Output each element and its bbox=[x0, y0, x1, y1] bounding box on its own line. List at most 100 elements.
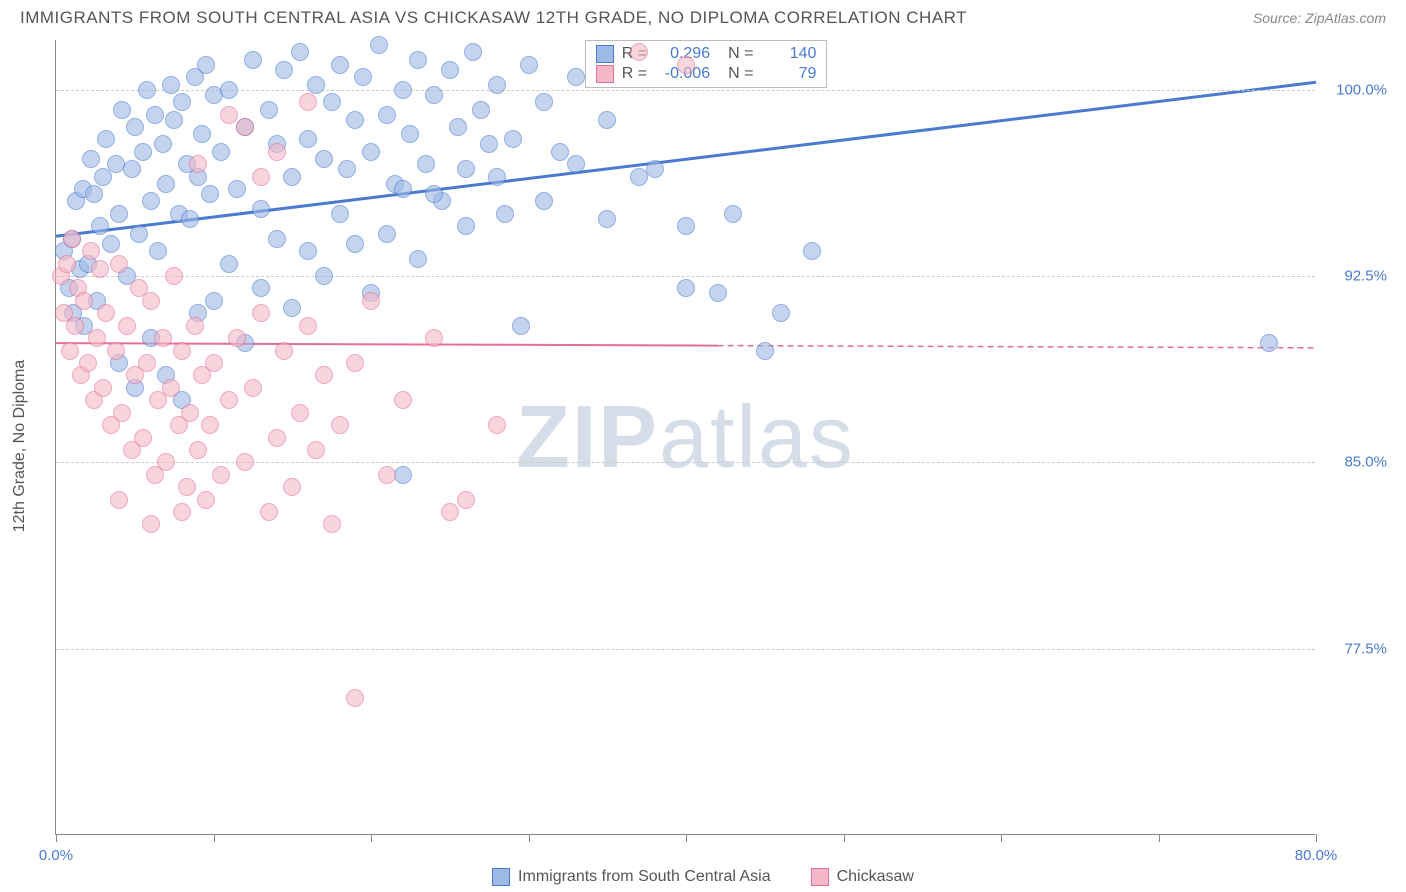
scatter-point bbox=[449, 118, 467, 136]
scatter-point bbox=[520, 56, 538, 74]
xtick bbox=[1316, 834, 1317, 842]
scatter-point bbox=[441, 61, 459, 79]
scatter-point bbox=[173, 93, 191, 111]
xtick-label: 80.0% bbox=[1295, 847, 1338, 864]
scatter-point bbox=[220, 391, 238, 409]
scatter-point bbox=[299, 242, 317, 260]
scatter-point bbox=[362, 292, 380, 310]
xtick bbox=[686, 834, 687, 842]
scatter-point bbox=[283, 478, 301, 496]
stat-n-label: N = bbox=[728, 65, 753, 83]
stat-n-label: N = bbox=[728, 45, 753, 63]
scatter-point bbox=[323, 93, 341, 111]
scatter-point bbox=[275, 342, 293, 360]
scatter-point bbox=[189, 441, 207, 459]
scatter-point bbox=[409, 51, 427, 69]
gridline bbox=[56, 649, 1315, 650]
scatter-point bbox=[307, 76, 325, 94]
stats-swatch bbox=[596, 65, 614, 83]
scatter-point bbox=[323, 515, 341, 533]
scatter-point bbox=[457, 160, 475, 178]
scatter-point bbox=[268, 143, 286, 161]
scatter-point bbox=[598, 210, 616, 228]
scatter-point bbox=[709, 284, 727, 302]
scatter-point bbox=[181, 404, 199, 422]
scatter-point bbox=[154, 329, 172, 347]
scatter-point bbox=[123, 160, 141, 178]
watermark-light: atlas bbox=[659, 387, 855, 486]
scatter-point bbox=[197, 56, 215, 74]
xtick bbox=[214, 834, 215, 842]
scatter-point bbox=[268, 429, 286, 447]
scatter-point bbox=[488, 416, 506, 434]
scatter-point bbox=[378, 466, 396, 484]
xtick-label: 0.0% bbox=[39, 847, 73, 864]
scatter-point bbox=[457, 217, 475, 235]
scatter-point bbox=[66, 317, 84, 335]
scatter-point bbox=[630, 43, 648, 61]
scatter-point bbox=[126, 118, 144, 136]
stats-swatch bbox=[596, 45, 614, 63]
scatter-point bbox=[82, 150, 100, 168]
scatter-point bbox=[61, 342, 79, 360]
scatter-point bbox=[677, 217, 695, 235]
xtick bbox=[529, 834, 530, 842]
scatter-point bbox=[94, 379, 112, 397]
scatter-point bbox=[138, 81, 156, 99]
scatter-point bbox=[331, 416, 349, 434]
ytick-label: 77.5% bbox=[1344, 640, 1387, 657]
scatter-point bbox=[394, 466, 412, 484]
trend-lines-svg bbox=[56, 40, 1315, 834]
scatter-point bbox=[646, 160, 664, 178]
scatter-point bbox=[315, 366, 333, 384]
stats-row: R =0.296N =140 bbox=[596, 45, 817, 63]
scatter-point bbox=[165, 111, 183, 129]
scatter-point bbox=[236, 453, 254, 471]
scatter-point bbox=[220, 106, 238, 124]
scatter-point bbox=[756, 342, 774, 360]
scatter-point bbox=[283, 168, 301, 186]
scatter-point bbox=[146, 106, 164, 124]
scatter-point bbox=[252, 304, 270, 322]
legend-swatch bbox=[492, 868, 510, 886]
xtick bbox=[844, 834, 845, 842]
scatter-point bbox=[457, 491, 475, 509]
y-axis-label: 12th Grade, No Diploma bbox=[11, 360, 29, 533]
scatter-point bbox=[291, 404, 309, 422]
xtick bbox=[1001, 834, 1002, 842]
scatter-point bbox=[173, 342, 191, 360]
legend-item: Chickasaw bbox=[811, 868, 914, 886]
scatter-point bbox=[425, 329, 443, 347]
scatter-point bbox=[370, 36, 388, 54]
scatter-point bbox=[157, 453, 175, 471]
watermark: ZIPatlas bbox=[516, 386, 855, 488]
scatter-point bbox=[535, 192, 553, 210]
ytick-label: 92.5% bbox=[1344, 268, 1387, 285]
scatter-point bbox=[149, 242, 167, 260]
scatter-point bbox=[496, 205, 514, 223]
scatter-point bbox=[91, 217, 109, 235]
scatter-point bbox=[488, 168, 506, 186]
scatter-point bbox=[346, 689, 364, 707]
scatter-point bbox=[212, 143, 230, 161]
scatter-point bbox=[97, 304, 115, 322]
scatter-point bbox=[394, 81, 412, 99]
scatter-point bbox=[142, 292, 160, 310]
scatter-point bbox=[186, 317, 204, 335]
scatter-point bbox=[110, 255, 128, 273]
stats-box: R =0.296N =140R =-0.006N =79 bbox=[585, 40, 828, 88]
scatter-point bbox=[228, 180, 246, 198]
scatter-point bbox=[244, 379, 262, 397]
scatter-point bbox=[299, 130, 317, 148]
scatter-point bbox=[362, 143, 380, 161]
scatter-point bbox=[63, 230, 81, 248]
scatter-point bbox=[425, 185, 443, 203]
scatter-point bbox=[394, 391, 412, 409]
stat-r-label: R = bbox=[622, 65, 647, 83]
scatter-point bbox=[512, 317, 530, 335]
scatter-point bbox=[130, 225, 148, 243]
gridline bbox=[56, 90, 1315, 91]
scatter-point bbox=[113, 101, 131, 119]
scatter-point bbox=[378, 106, 396, 124]
scatter-point bbox=[88, 329, 106, 347]
